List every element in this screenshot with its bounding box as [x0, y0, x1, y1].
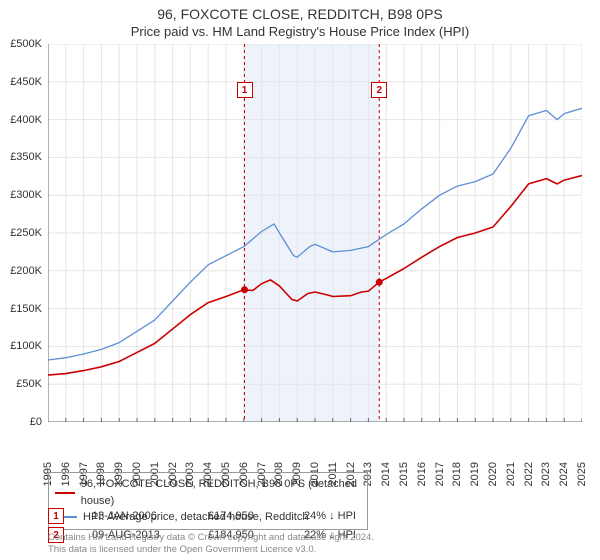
chart-plot-area: 12	[48, 44, 582, 422]
y-tick-label: £0	[30, 416, 42, 428]
sale-date: 13-JAN-2006	[92, 510, 180, 522]
y-tick-label: £350K	[10, 151, 42, 163]
x-tick-label: 2015	[398, 462, 410, 486]
sale-delta: 24% ↓ HPI	[304, 510, 384, 522]
x-tick-label: 2020	[487, 462, 499, 486]
y-tick-label: £250K	[10, 227, 42, 239]
x-tick-label: 2016	[416, 462, 428, 486]
x-tick-label: 2025	[576, 462, 588, 486]
legend-swatch	[55, 492, 75, 494]
page-subtitle: Price paid vs. HM Land Registry's House …	[0, 24, 600, 39]
y-tick-label: £500K	[10, 38, 42, 50]
x-axis-ticks: 1995199619971998199920002001200220032004…	[48, 426, 582, 470]
x-tick-label: 2023	[540, 462, 552, 486]
y-tick-label: £450K	[10, 76, 42, 88]
titles-block: 96, FOXCOTE CLOSE, REDDITCH, B98 0PS Pri…	[0, 0, 600, 39]
y-tick-label: £100K	[10, 340, 42, 352]
sale-row: 1 13-JAN-2006 £174,950 24% ↓ HPI	[48, 508, 384, 524]
x-tick-label: 2018	[451, 462, 463, 486]
x-tick-label: 2017	[434, 462, 446, 486]
y-tick-label: £200K	[10, 265, 42, 277]
x-tick-label: 2021	[505, 462, 517, 486]
copyright-line2: This data is licensed under the Open Gov…	[48, 544, 568, 556]
sale-price: £174,950	[208, 510, 276, 522]
y-tick-label: £400K	[10, 114, 42, 126]
x-tick-label: 2022	[523, 462, 535, 486]
x-tick-label: 2014	[380, 462, 392, 486]
y-tick-label: £300K	[10, 189, 42, 201]
copyright: Contains HM Land Registry data © Crown c…	[48, 532, 568, 556]
x-tick-label: 2024	[558, 462, 570, 486]
page-title: 96, FOXCOTE CLOSE, REDDITCH, B98 0PS	[0, 6, 600, 22]
chart-page: 96, FOXCOTE CLOSE, REDDITCH, B98 0PS Pri…	[0, 0, 600, 560]
x-tick-label: 2019	[469, 462, 481, 486]
legend-row-subject: 96, FOXCOTE CLOSE, REDDITCH, B98 0PS (de…	[55, 476, 361, 509]
y-tick-label: £150K	[10, 303, 42, 315]
y-axis-ticks: £0£50K£100K£150K£200K£250K£300K£350K£400…	[0, 44, 46, 422]
y-tick-label: £50K	[16, 378, 42, 390]
line-chart-svg	[48, 44, 582, 422]
legend-label: 96, FOXCOTE CLOSE, REDDITCH, B98 0PS (de…	[81, 476, 361, 509]
copyright-line1: Contains HM Land Registry data © Crown c…	[48, 532, 568, 544]
sale-marker-icon: 1	[48, 508, 64, 524]
